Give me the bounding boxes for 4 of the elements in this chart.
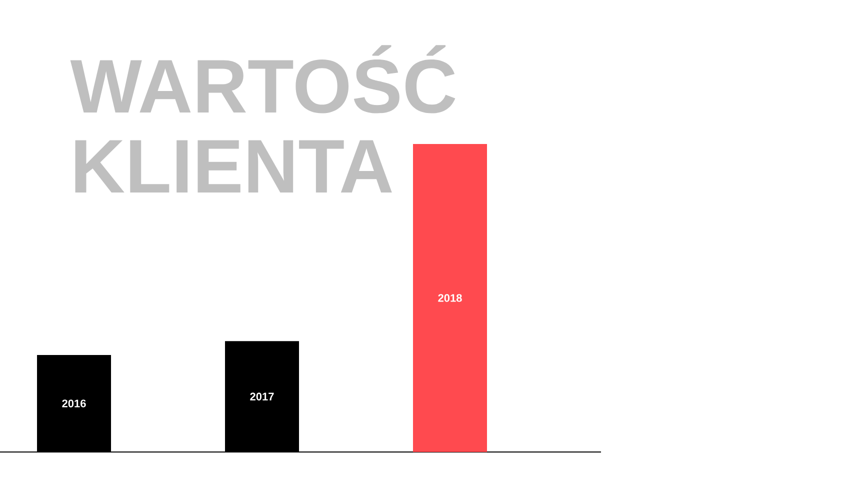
x-tick-label: 2018 <box>438 294 462 302</box>
x-tick-label: 2016 <box>62 400 86 408</box>
chart-title: WARTOŚĆ KLIENTA <box>70 45 456 193</box>
x-tick-label: 2017 <box>250 392 274 400</box>
